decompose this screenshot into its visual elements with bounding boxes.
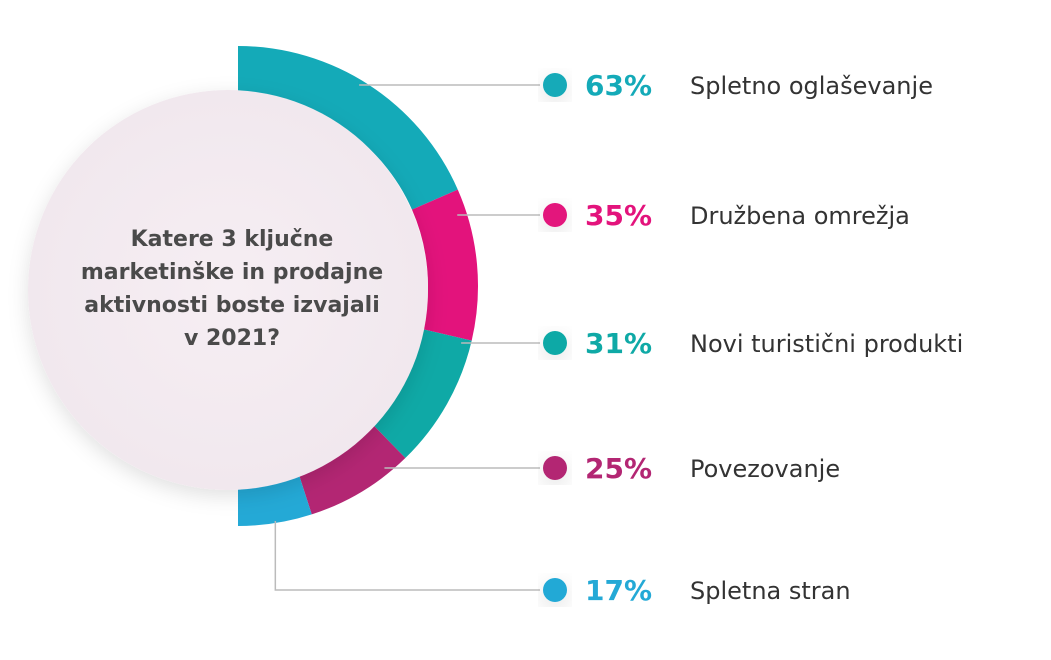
category-label: Spletna stran — [690, 577, 851, 605]
title: Katere 3 ključne marketinške in prodajne a… — [81, 227, 383, 351]
category-label: Novi turistični produkti — [690, 330, 963, 358]
value-label: 25% — [585, 452, 652, 485]
legend-dot — [543, 331, 567, 355]
slice — [370, 329, 472, 459]
slice — [296, 422, 406, 515]
title-line: Katere 3 ključne — [131, 227, 334, 252]
title-line: marketinške in prodajne — [81, 260, 383, 285]
connector — [274, 521, 540, 591]
legend: 63% Spletno oglaševanje 35% Družbena omrežj… — [274, 69, 963, 607]
category-label: Povezovanje — [690, 455, 840, 483]
value-label: 63% — [585, 69, 652, 102]
slice — [238, 46, 458, 210]
value-label: 31% — [585, 327, 652, 360]
slice — [411, 189, 479, 341]
legend-dot — [543, 578, 567, 602]
center-circle — [28, 90, 428, 490]
category-label: Družbena omrežja — [690, 202, 910, 230]
legend-dot — [543, 73, 567, 97]
value-label: 35% — [585, 199, 652, 232]
value-label: 17% — [585, 574, 652, 607]
legend-dot — [543, 456, 567, 480]
legend-dot — [543, 203, 567, 227]
category-label: Spletno oglaševanje — [690, 72, 933, 100]
title-line: aktivnosti boste izvajali — [84, 293, 380, 318]
title-line: v 2021? — [184, 326, 280, 351]
